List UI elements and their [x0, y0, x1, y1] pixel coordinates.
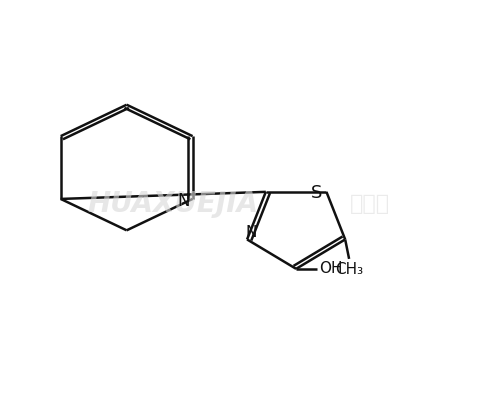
Text: N: N — [246, 225, 257, 239]
Text: HUAXUEJIA: HUAXUEJIA — [88, 190, 259, 218]
Text: S: S — [311, 184, 322, 202]
Text: OH: OH — [319, 262, 342, 276]
Text: N: N — [177, 192, 190, 210]
Text: CH₃: CH₃ — [335, 262, 363, 277]
Text: 化学加: 化学加 — [350, 194, 390, 214]
